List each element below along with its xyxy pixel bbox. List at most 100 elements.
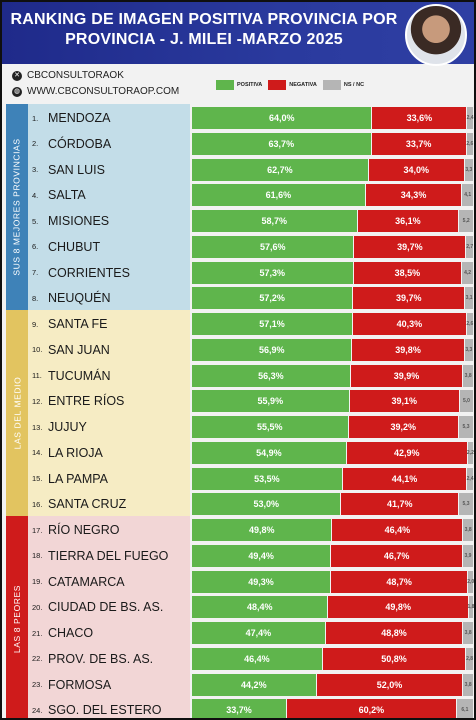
- bar-negativa: 39,7%: [354, 235, 466, 258]
- bar-ns-nc: 3,8: [463, 673, 473, 696]
- bar-positiva: 61,6%: [192, 184, 365, 207]
- legend-negativa: NEGATIVA: [268, 80, 317, 90]
- province-row-label: 8. NEUQUÉN: [32, 286, 111, 310]
- province-row-label: 9. SANTA FE: [32, 312, 108, 336]
- data-label: 49,8%: [248, 525, 275, 535]
- data-label: 64,0%: [268, 113, 295, 123]
- bar-ns-nc: 2,7: [466, 235, 473, 258]
- rank-number: 7.: [32, 268, 39, 277]
- legend-label-positiva: POSITIVA: [237, 82, 263, 88]
- data-label: 53,0%: [253, 499, 279, 510]
- bar-positiva: 57,6%: [192, 235, 354, 258]
- data-label: 33,7%: [226, 705, 252, 716]
- bar-negativa: 52,0%: [316, 673, 463, 696]
- legend-swatch-ns-nc: [322, 80, 341, 90]
- province-row-label: 12. ENTRE RÍOS: [32, 389, 124, 413]
- rank-number: 19.: [32, 577, 43, 586]
- data-label: 57,3%: [259, 267, 286, 278]
- rank-number: 24.: [32, 705, 43, 715]
- data-label: 61,6%: [265, 190, 292, 201]
- group-label-text: LAS 8 PEORES: [12, 584, 22, 654]
- bar-ns-nc: 5,3: [459, 416, 473, 438]
- province-row-label: 2. CÓRDOBA: [32, 132, 111, 156]
- rank-number: 23.: [32, 680, 43, 689]
- data-label: 49,4%: [248, 550, 274, 561]
- rank-number: 18.: [32, 551, 43, 561]
- rank-number: 20.: [32, 602, 43, 612]
- bar-positiva: 49,3%: [192, 570, 331, 593]
- bar-ns-nc: 3,3: [464, 158, 473, 181]
- data-label: 57,1%: [259, 319, 285, 329]
- province-name: CHACO: [48, 626, 94, 640]
- rank-number: 4.: [32, 190, 39, 200]
- group-panel: LAS DEL MEDIO: [6, 310, 190, 516]
- data-label: 60,2%: [358, 705, 385, 716]
- data-label: 2,6: [466, 140, 474, 147]
- website-line: ◍ WWW.CBCONSULTORAOP.COM: [12, 84, 179, 100]
- province-row-label: 20. CIUDAD DE BS. AS.: [32, 595, 163, 619]
- data-label: 2,4: [466, 115, 474, 121]
- province-name: MENDOZA: [48, 111, 111, 125]
- bar-negativa: 41,7%: [341, 493, 459, 516]
- data-label: 39,8%: [395, 344, 421, 355]
- rank-number: 6.: [32, 242, 39, 252]
- province-name: TUCUMÁN: [48, 368, 111, 383]
- social-handle: CBCONSULTORAOK: [27, 70, 124, 81]
- legend-label-ns-nc: NS / NC: [343, 82, 365, 88]
- province-row-label: 17. RÍO NEGRO: [32, 518, 120, 542]
- province-name: CORRIENTES: [48, 265, 130, 280]
- data-label: 55,5%: [256, 422, 283, 432]
- province-name: SALTA: [48, 188, 86, 203]
- province-name: SANTA CRUZ: [48, 497, 127, 512]
- bar-positiva: 47,4%: [192, 622, 325, 644]
- group-label: LAS DEL MEDIO: [6, 310, 28, 516]
- province-row-label: 22. PROV. DE BS. AS.: [32, 647, 153, 671]
- data-label: 57,2%: [259, 293, 285, 304]
- data-label: 39,9%: [393, 370, 420, 381]
- bar-positiva: 33,7%: [192, 699, 287, 718]
- bar-ns-nc: 3,8: [463, 622, 473, 644]
- bar-negativa: 42,9%: [346, 441, 467, 464]
- data-label: 44,1%: [391, 473, 418, 484]
- rank-number: 2.: [32, 139, 39, 149]
- data-label: 52,0%: [376, 679, 403, 690]
- group-label: SUS 8 MEJORES PROVINCIAS: [6, 104, 28, 310]
- data-label: 4,2: [464, 269, 472, 276]
- bar-ns-nc: 5,2: [459, 210, 473, 232]
- data-label: 48,8%: [381, 628, 407, 638]
- data-label: 50,8%: [381, 653, 407, 664]
- rank-number: 11.: [32, 371, 42, 380]
- bar-ns-nc: 5,3: [459, 493, 473, 516]
- province-row-label: 10. SAN JUAN: [32, 338, 110, 362]
- bar-negativa: 39,2%: [348, 416, 459, 438]
- bar-ns-nc: 2,4: [466, 107, 474, 129]
- data-label: 3,3: [465, 166, 473, 173]
- province-row-label: 23. FORMOSA: [32, 673, 111, 697]
- bar-ns-nc: 3,9: [463, 544, 473, 567]
- group-label: LAS 8 PEORES: [6, 516, 28, 718]
- province-name: RÍO NEGRO: [48, 523, 120, 537]
- bar-negativa: 34,0%: [368, 158, 464, 181]
- province-row-label: 19. CATAMARCA: [32, 570, 125, 594]
- data-label: 41,7%: [386, 499, 413, 510]
- bar-positiva: 57,2%: [192, 287, 353, 310]
- social-line: ✕ CBCONSULTORAOK: [12, 68, 179, 84]
- data-label: 48,7%: [386, 576, 412, 587]
- province-name: CHUBUT: [48, 239, 101, 254]
- data-label: 1,8: [467, 604, 474, 611]
- bar-negativa: 38,5%: [353, 261, 462, 284]
- province-row-label: 14. LA RIOJA: [32, 441, 103, 465]
- bar-positiva: 49,4%: [192, 544, 331, 567]
- rank-number: 14.: [32, 448, 43, 458]
- bar-negativa: 40,3%: [353, 313, 466, 335]
- bar-positiva: 53,5%: [192, 467, 342, 490]
- data-label: 46,4%: [244, 653, 270, 664]
- data-label: 3,8: [464, 372, 472, 379]
- bar-ns-nc: 2,0: [467, 570, 474, 593]
- data-label: 6,1: [461, 707, 469, 714]
- data-label: 42,9%: [394, 447, 420, 458]
- data-label: 39,1%: [391, 396, 418, 407]
- data-label: 3,9: [464, 552, 472, 559]
- data-label: 3,8: [464, 681, 472, 688]
